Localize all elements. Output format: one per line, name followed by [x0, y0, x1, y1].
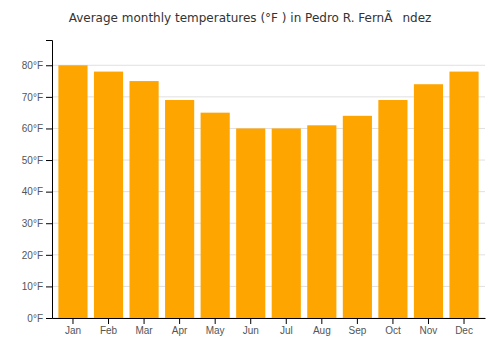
- tick-label: 30°F: [22, 218, 43, 229]
- tick-label: May: [206, 325, 225, 336]
- tick-label: 0°F: [27, 313, 43, 324]
- tick: 50°F: [22, 155, 52, 166]
- bar: [449, 72, 478, 318]
- tick-label: Apr: [172, 325, 188, 336]
- tick-label: 80°F: [22, 60, 43, 71]
- bar: [94, 72, 123, 318]
- tick-mark: [46, 255, 52, 256]
- tick-label: Dec: [455, 325, 473, 336]
- tick-mark: [464, 318, 465, 324]
- tick: Feb: [100, 318, 118, 336]
- tick: Jul: [280, 318, 293, 336]
- tick: 40°F: [22, 186, 52, 197]
- tick-label: Jan: [65, 325, 81, 336]
- tick: Apr: [172, 318, 188, 336]
- tick-mark: [321, 318, 322, 324]
- tick-mark: [250, 318, 251, 324]
- bar: [272, 128, 301, 318]
- bar: [378, 100, 407, 318]
- tick-mark: [428, 318, 429, 324]
- chart: Average monthly temperatures (°F ) in Pe…: [0, 0, 500, 350]
- tick-mark: [72, 318, 73, 324]
- tick: 10°F: [22, 281, 52, 292]
- title: Average monthly temperatures (°F ) in Pe…: [69, 10, 432, 25]
- tick: 20°F: [22, 250, 52, 261]
- tick: 30°F: [22, 218, 52, 229]
- tick-label: 10°F: [22, 281, 43, 292]
- tick: 70°F: [22, 92, 52, 103]
- tick: 0°F: [27, 313, 52, 324]
- axis-line: [53, 318, 486, 319]
- tick: 80°F: [22, 60, 52, 71]
- tick: Nov: [420, 318, 438, 336]
- tick-mark: [357, 318, 358, 324]
- tick-mark: [46, 97, 52, 98]
- tick-label: Aug: [313, 325, 331, 336]
- tick-label: 70°F: [22, 92, 43, 103]
- tick-label: Mar: [135, 325, 153, 336]
- tick-mark: [46, 65, 52, 66]
- tick: Sep: [348, 318, 366, 336]
- grid: [52, 65, 485, 318]
- tick: Aug: [313, 318, 331, 336]
- tick-mark: [46, 160, 52, 161]
- tick-mark: [46, 192, 52, 193]
- tick: Dec: [455, 318, 473, 336]
- tick-mark: [46, 128, 52, 129]
- tick-mark: [392, 318, 393, 324]
- axis-line: [46, 41, 53, 319]
- tick-mark: [179, 318, 180, 324]
- tick-mark: [46, 286, 52, 287]
- tick-label: Nov: [420, 325, 438, 336]
- bar: [201, 113, 230, 318]
- tick-mark: [108, 318, 109, 324]
- tick: Jan: [65, 318, 81, 336]
- bar: [129, 81, 158, 318]
- tick-mark: [286, 318, 287, 324]
- plot: 0°F 10°F 20°F 30°F 40°F 50°F 60°F 70°F 80°F Jan Fe…: [22, 41, 486, 337]
- tick-label: Oct: [385, 325, 401, 336]
- tick-label: 40°F: [22, 186, 43, 197]
- bar: [165, 100, 194, 318]
- tick-label: Jun: [243, 325, 259, 336]
- tick-label: Feb: [100, 325, 118, 336]
- bar: [236, 128, 265, 318]
- tick-label: Jul: [280, 325, 293, 336]
- y-axis: 0°F 10°F 20°F 30°F 40°F 50°F 60°F 70°F 80°F: [22, 41, 53, 324]
- tick-label: 60°F: [22, 123, 43, 134]
- bars: [58, 65, 478, 318]
- tick-label: Sep: [348, 325, 366, 336]
- tick-mark: [46, 223, 52, 224]
- tick: Jun: [243, 318, 259, 336]
- tick: Oct: [385, 318, 401, 336]
- tick-mark: [215, 318, 216, 324]
- tick: May: [206, 318, 225, 336]
- tick-mark: [46, 318, 52, 319]
- bar: [343, 116, 372, 318]
- tick: Mar: [135, 318, 153, 336]
- tick-mark: [144, 318, 145, 324]
- tick-label: 50°F: [22, 155, 43, 166]
- bar: [414, 84, 443, 318]
- bar: [58, 65, 87, 318]
- tick-label: 20°F: [22, 250, 43, 261]
- tick: 60°F: [22, 123, 52, 134]
- x-axis: Jan Feb Mar Apr May Jun Jul Aug Sep Oct Nov Dec: [53, 318, 486, 336]
- grid-line: [52, 65, 485, 66]
- bar: [307, 125, 336, 318]
